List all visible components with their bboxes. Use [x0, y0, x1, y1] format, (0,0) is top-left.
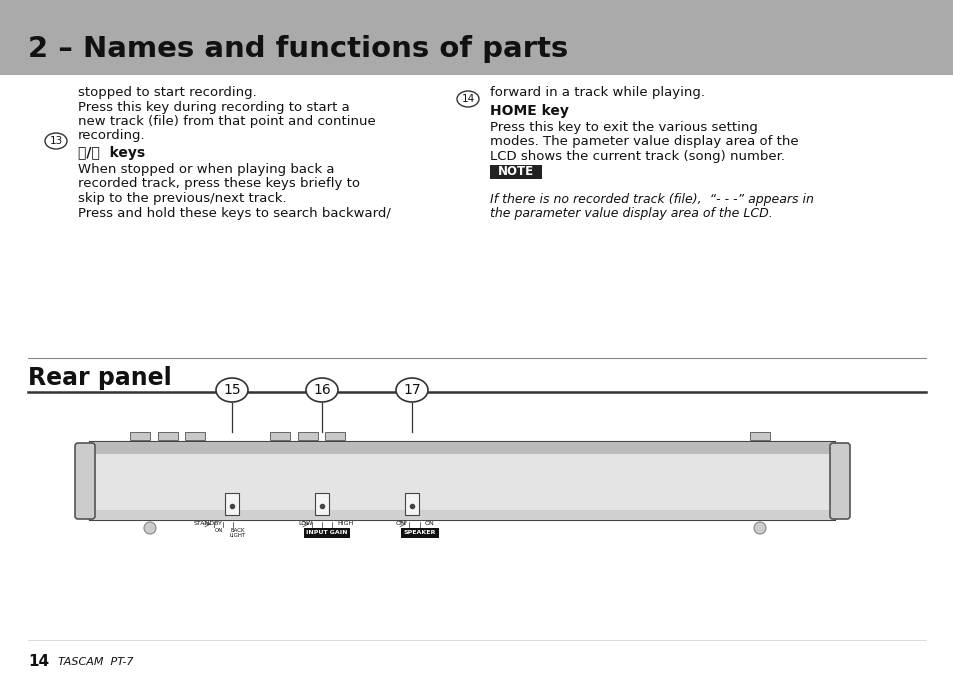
Bar: [0, 0, 953, 75]
Text: ON: ON: [214, 528, 223, 533]
Bar: [297, 432, 317, 440]
Ellipse shape: [215, 378, 248, 402]
Text: LCD shows the current track (song) number.: LCD shows the current track (song) numbe…: [490, 150, 784, 163]
Text: If there is no recorded track (file),  “- - -” appears in: If there is no recorded track (file), “-…: [490, 193, 813, 206]
Text: 17: 17: [403, 383, 420, 397]
Text: BACK
LIGHT: BACK LIGHT: [230, 528, 246, 538]
Ellipse shape: [306, 378, 337, 402]
FancyBboxPatch shape: [75, 443, 95, 519]
Bar: [490, 165, 541, 178]
Text: LOW: LOW: [297, 521, 312, 526]
Bar: [314, 493, 329, 515]
Text: Press and hold these keys to search backward/: Press and hold these keys to search back…: [78, 206, 391, 220]
FancyBboxPatch shape: [829, 443, 849, 519]
Text: Press this key during recording to start a: Press this key during recording to start…: [78, 101, 350, 113]
Text: ON: ON: [424, 521, 435, 526]
Text: Press this key to exit the various setting: Press this key to exit the various setti…: [490, 121, 757, 134]
Ellipse shape: [395, 378, 428, 402]
Text: 16: 16: [313, 383, 331, 397]
Text: recording.: recording.: [78, 130, 146, 143]
Circle shape: [144, 522, 156, 534]
Bar: [130, 432, 150, 440]
Circle shape: [753, 522, 765, 534]
Text: ⏮/⏭  keys: ⏮/⏭ keys: [78, 146, 145, 160]
Text: Rear panel: Rear panel: [28, 366, 172, 390]
Text: STANDBY: STANDBY: [193, 521, 223, 526]
Text: 2 – Names and functions of parts: 2 – Names and functions of parts: [28, 35, 568, 63]
Text: INPUT GAIN: INPUT GAIN: [306, 530, 348, 536]
Bar: [90, 442, 834, 520]
Text: SPEAKER: SPEAKER: [403, 530, 436, 536]
Text: HOME key: HOME key: [490, 104, 568, 118]
Text: 14: 14: [461, 94, 475, 104]
Bar: [400, 528, 438, 538]
Bar: [90, 510, 834, 520]
Text: NOTE: NOTE: [497, 165, 534, 178]
Text: 15: 15: [223, 383, 240, 397]
Bar: [225, 493, 239, 515]
Bar: [405, 493, 418, 515]
Text: HIGH: HIGH: [336, 521, 353, 526]
Text: new track (file) from that point and continue: new track (file) from that point and con…: [78, 115, 375, 128]
Text: modes. The pameter value display area of the: modes. The pameter value display area of…: [490, 136, 798, 148]
Ellipse shape: [45, 133, 67, 149]
Text: 14: 14: [28, 654, 49, 670]
Bar: [90, 442, 834, 454]
Bar: [270, 432, 290, 440]
Text: TASCAM  PT-7: TASCAM PT-7: [58, 657, 133, 667]
Bar: [749, 432, 769, 440]
Bar: [325, 432, 345, 440]
Text: forward in a track while playing.: forward in a track while playing.: [490, 86, 704, 99]
Ellipse shape: [456, 91, 478, 107]
Bar: [304, 528, 350, 538]
Text: recorded track, press these keys briefly to: recorded track, press these keys briefly…: [78, 178, 359, 191]
Text: When stopped or when playing back a: When stopped or when playing back a: [78, 163, 335, 176]
Text: stopped to start recording.: stopped to start recording.: [78, 86, 256, 99]
Bar: [158, 432, 178, 440]
Text: the parameter value display area of the LCD.: the parameter value display area of the …: [490, 207, 772, 220]
Text: 13: 13: [50, 136, 63, 146]
Bar: [185, 432, 205, 440]
Text: OFF: OFF: [395, 521, 408, 526]
Text: skip to the previous/next track.: skip to the previous/next track.: [78, 192, 286, 205]
